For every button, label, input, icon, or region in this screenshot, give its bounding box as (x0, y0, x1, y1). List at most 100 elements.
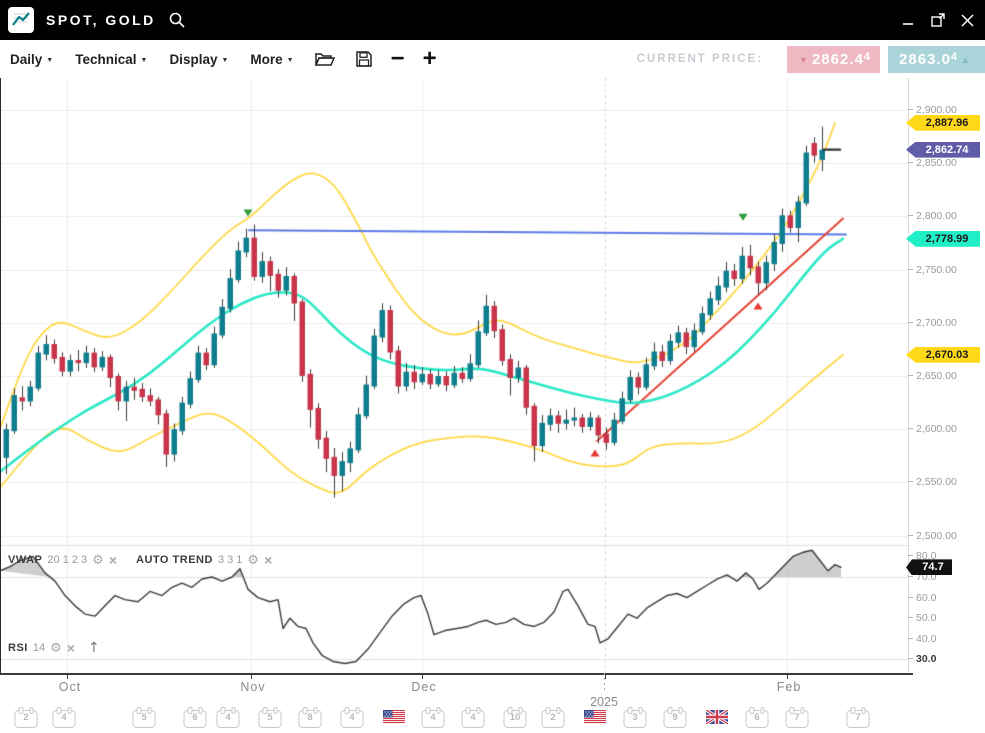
tick-dash (908, 555, 913, 557)
toolbar: Daily ▼ Technical ▼ Display ▼ More ▼ − + CUR… (0, 40, 985, 79)
calendar-event-icon[interactable]: 2 (14, 707, 38, 728)
close-icon[interactable]: × (66, 640, 75, 656)
price-axis-badge: 2,670.03 (906, 346, 980, 363)
app-logo-icon (8, 7, 34, 33)
tick-dash (908, 375, 913, 376)
price-axis-badge: 2,887.96 (906, 114, 980, 131)
axis-tick (422, 673, 423, 679)
axis-tick (605, 673, 606, 679)
price-tick-label: 2,800.00 (908, 210, 957, 222)
title-bar: SPOT, GOLD (0, 0, 985, 40)
calendar-event-icon[interactable]: 4 (216, 707, 240, 728)
year-label: 2025 (590, 695, 618, 709)
tick-dash (908, 268, 913, 270)
calendar-event-icon[interactable]: 4 (340, 707, 364, 728)
menu-daily[interactable]: Daily ▼ (10, 51, 54, 67)
save-icon[interactable] (355, 50, 373, 68)
chart-left-border (0, 78, 1, 673)
restore-button[interactable] (930, 12, 946, 28)
move-pane-up-icon[interactable]: ↑ (87, 640, 100, 656)
autotrend-params: 3 3 1 (217, 554, 243, 566)
current-price-label: CURRENT PRICE: (636, 53, 763, 65)
ask-price-badge: 2863.0 4 ▲ (888, 46, 985, 73)
price-tick-label: 2,650.00 (908, 370, 957, 382)
tick-dash (908, 637, 913, 639)
calendar-event-icon[interactable]: 4 (421, 707, 445, 728)
calendar-event-icon[interactable]: 8 (298, 707, 322, 728)
tick-dash (908, 534, 913, 536)
tick-dash (908, 617, 913, 619)
rsi-value-badge: 74.7 (906, 559, 952, 576)
gear-icon[interactable]: ⚙ (92, 552, 104, 568)
chevron-down-icon: ▼ (46, 56, 54, 64)
price-axis-badge: 2,862.74 (906, 141, 980, 158)
vwap-params: 20 1 2 3 (47, 554, 88, 566)
calendar-event-icon[interactable]: 4 (52, 707, 76, 728)
tick-dash (908, 215, 913, 217)
search-icon[interactable] (168, 11, 186, 29)
menu-more[interactable]: More ▼ (250, 51, 294, 67)
rsi-tick-label: 30.0 (908, 653, 936, 665)
us-flag-icon[interactable] (383, 710, 405, 724)
chevron-down-icon: ▼ (221, 56, 229, 64)
tick-dash (908, 428, 913, 430)
tick-dash (908, 596, 913, 598)
tick-dash (908, 162, 913, 164)
uk-flag-icon[interactable] (705, 708, 729, 726)
tick-dash (908, 109, 913, 110)
calendar-event-icon[interactable]: 10 (503, 707, 527, 728)
tick-dash (908, 481, 913, 483)
rsi-params: 14 (32, 642, 46, 654)
axis-tick (67, 673, 68, 679)
gear-icon[interactable]: ⚙ (247, 552, 260, 568)
calendar-event-icon[interactable]: 3 (623, 707, 647, 728)
tick-dash (908, 321, 913, 323)
zoom-out-button[interactable]: − (390, 45, 405, 72)
chevron-down-icon: ▼ (286, 56, 294, 64)
minimize-button[interactable] (902, 13, 916, 27)
calendar-event-icon[interactable]: 5 (258, 707, 282, 728)
calendar-event-icon[interactable]: 4 (461, 707, 485, 728)
vwap-name: VWAP (8, 554, 43, 566)
calendar-event-icon[interactable]: 6 (183, 707, 207, 728)
time-axis-line[interactable] (0, 673, 913, 675)
menu-technical[interactable]: Technical ▼ (75, 51, 148, 67)
axis-tick (787, 673, 788, 679)
month-label: Dec (411, 680, 437, 694)
page-title: SPOT, GOLD (46, 12, 156, 28)
calendar-event-icon[interactable]: 6 (745, 707, 769, 728)
month-label: Nov (240, 680, 266, 694)
price-tick-label: 2,500.00 (908, 530, 957, 542)
rsi-tick-label: 40.0 (908, 633, 936, 645)
close-icon[interactable]: × (264, 552, 273, 568)
calendar-event-icon[interactable]: 2 (541, 707, 565, 728)
bid-price-badge: ▼ 2862.4 4 (787, 46, 880, 73)
calendar-event-icon[interactable]: 5 (132, 707, 156, 728)
close-icon[interactable]: × (108, 552, 118, 568)
us-flag-icon[interactable] (584, 710, 606, 724)
arrow-down-icon: ▼ (799, 54, 809, 65)
zoom-in-button[interactable]: + (422, 45, 437, 72)
calendar-event-icon[interactable]: 7 (846, 707, 870, 728)
chevron-down-icon: ▼ (140, 56, 148, 64)
rsi-name: RSI (8, 642, 28, 654)
gear-icon[interactable]: ⚙ (50, 640, 62, 656)
calendar-event-icon[interactable]: 7 (785, 707, 809, 728)
open-folder-icon[interactable] (314, 51, 335, 68)
price-tick-label: 2,600.00 (908, 423, 957, 435)
tick-dash (908, 576, 913, 577)
close-button[interactable] (960, 13, 975, 28)
price-tick-label: 2,900.00 (908, 104, 957, 116)
price-tick-label: 2,750.00 (908, 264, 957, 276)
chart-canvas[interactable] (0, 78, 908, 673)
rsi-row: RSI 14 ⚙ × ↑ (8, 640, 100, 656)
month-label: Oct (58, 680, 82, 694)
price-tick-label: 2,550.00 (908, 476, 957, 488)
menu-display[interactable]: Display ▼ (169, 51, 229, 67)
window-controls (902, 0, 975, 40)
price-tick-label: 2,700.00 (908, 317, 957, 329)
calendar-event-icon[interactable]: 9 (663, 707, 687, 728)
month-label: Feb (776, 680, 802, 694)
rsi-tick-label: 50.0 (908, 612, 936, 624)
